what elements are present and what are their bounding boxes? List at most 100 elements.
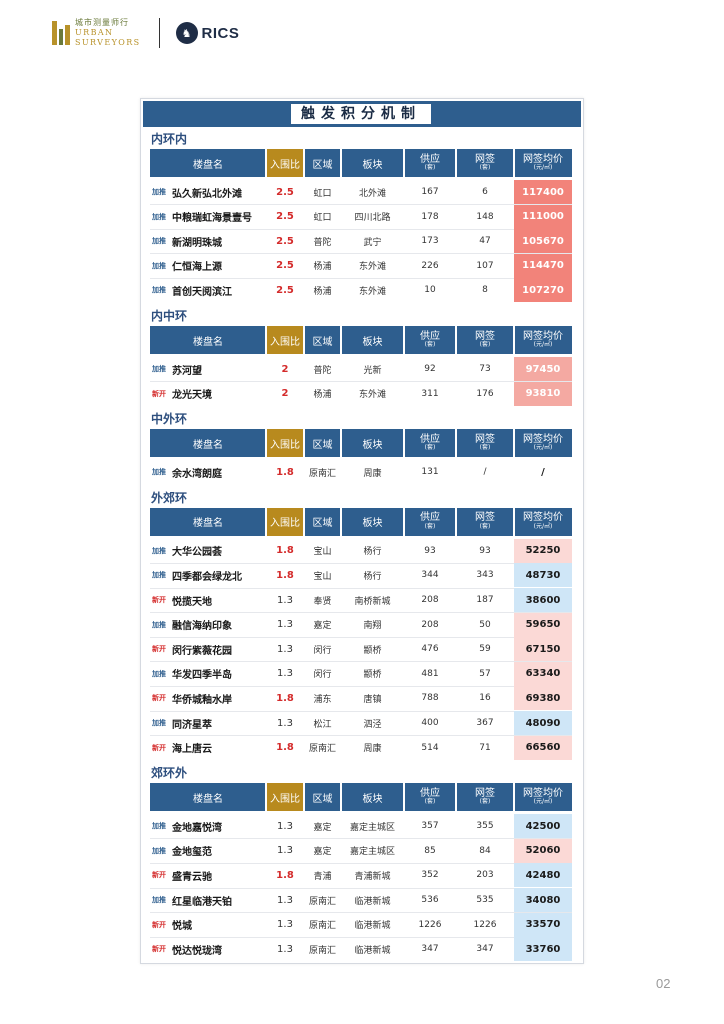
cell-ratio: 1.3: [277, 820, 293, 832]
row-divider: [150, 661, 572, 663]
cell-project: 加推 同济星萃: [150, 711, 266, 735]
cell-block: 东外滩: [358, 286, 386, 297]
cell-signed: 93: [479, 545, 491, 556]
header-separator: [265, 149, 267, 177]
column-header-unit: (元/㎡): [533, 341, 553, 349]
logo-divider: [158, 18, 160, 48]
header-separator: [340, 507, 342, 536]
column-header-label: 入围比: [270, 793, 300, 805]
table-header-row: 楼盘名 入围比 区域 板块 供应 (套) 网签 (套) 网签均价 (元/㎡): [150, 149, 572, 177]
cell-supply: 167: [421, 187, 439, 197]
column-header-block: 板块: [341, 783, 404, 811]
cell-signed: 1226: [473, 919, 497, 930]
cell-signed: 73: [479, 364, 491, 374]
table-row: 加推 融信海纳印象 1.3 嘉定 南翔 208 50 59650: [150, 612, 572, 637]
table-row: 加推 中粮瑞虹海景壹号 2.5 虹口 四川北路 178 148 111000: [150, 204, 572, 229]
cell-ratio: 1.3: [277, 619, 293, 631]
cell-project: 新开 海上唐云: [150, 736, 266, 760]
table-row: 加推 苏河望 2 普陀 光新 92 73 97450: [150, 357, 572, 381]
cell-ratio: 1.3: [277, 894, 293, 906]
cell-ratio: 1.3: [277, 943, 293, 955]
cell-ratio: 1.8: [276, 545, 294, 557]
column-header-supply: 供应 (套): [404, 429, 456, 457]
cell-district: 松江: [313, 719, 332, 730]
cell-ratio: 1.3: [277, 919, 293, 931]
cell-block: 颛桥: [363, 645, 382, 656]
column-header-signed: 网签 (套): [456, 783, 514, 811]
table-row: 加推 四季都会绿龙北 1.8 宝山 杨行 344 343 48730: [150, 563, 572, 588]
cell-block: 青浦新城: [354, 871, 391, 882]
cell-supply: 226: [421, 260, 439, 271]
column-header-district: 区域: [304, 149, 341, 177]
cell-district: 宝山: [313, 547, 332, 558]
cell-district: 青浦: [313, 871, 332, 882]
column-header-signed: 网签 (套): [456, 429, 514, 457]
column-header-label: 网签: [475, 433, 495, 445]
cell-supply: 131: [421, 467, 439, 478]
table-header-row: 楼盘名 入围比 区域 板块 供应 (套) 网签 (套) 网签均价 (元/㎡): [150, 429, 572, 458]
cell-project: 加推 新湖明珠城: [150, 229, 266, 253]
row-divider: [150, 228, 572, 230]
column-header-unit: (套): [479, 522, 491, 530]
cell-ratio: 2: [281, 363, 289, 375]
column-header-label: 网签均价: [523, 512, 563, 524]
table-header-row: 楼盘名 入围比 区域 板块 供应 (套) 网签 (套) 网签均价 (元/㎡): [150, 326, 572, 354]
table-title: 触发积分机制: [291, 104, 431, 124]
project-name: 金地玺范: [172, 847, 212, 859]
table-row: 加推 同济星萃 1.3 松江 泗泾 400 367 48090: [150, 711, 572, 735]
column-header-district: 区域: [304, 508, 341, 536]
table-row: 新开 盛青云驰 1.8 青浦 青浦新城 352 203 42480: [150, 863, 572, 888]
cell-project: 加推 首创天阅滨江: [150, 278, 266, 302]
cell-supply: 85: [424, 845, 436, 856]
column-header-supply: 供应 (套): [404, 149, 456, 177]
row-divider: [150, 587, 572, 589]
column-header-block: 板块: [341, 326, 404, 354]
cell-price: 67150: [514, 637, 572, 662]
row-divider: [150, 204, 572, 206]
table-row: 新开 闵行紫薇花园 1.3 闵行 颛桥 476 59 67150: [150, 637, 572, 662]
cell-district: 原南汇: [308, 744, 336, 755]
cell-price: 93810: [514, 381, 572, 406]
header-separator: [513, 783, 515, 812]
table-row: 加推 弘久新弘北外滩 2.5 虹口 北外滩 167 6 117400: [150, 180, 572, 204]
cell-district: 杨浦: [313, 286, 332, 297]
cell-district: 原南汇: [308, 896, 336, 907]
cell-supply: 1226: [418, 919, 442, 930]
project-name: 闵行紫薇花园: [172, 645, 232, 657]
cell-ratio: 2.5: [276, 284, 294, 296]
cell-block: 临港新城: [354, 896, 391, 907]
launch-type-tag: 新开: [152, 945, 166, 954]
table-header-row: 楼盘名 入围比 区域 板块 供应 (套) 网签 (套) 网签均价 (元/㎡): [150, 783, 572, 812]
row-divider: [150, 936, 572, 938]
cell-project: 新开 龙光天境: [150, 382, 266, 406]
cell-district: 杨浦: [313, 390, 332, 401]
cell-price: 48730: [514, 563, 572, 588]
column-header-name: 楼盘名: [150, 149, 266, 177]
cell-ratio: 1.8: [276, 466, 294, 478]
project-name: 海上唐云: [172, 744, 212, 756]
cell-block: 东外滩: [358, 262, 386, 273]
column-header-label: 楼盘名: [193, 159, 223, 171]
column-header-name: 楼盘名: [150, 783, 266, 811]
header-separator: [455, 783, 457, 812]
launch-type-tag: 新开: [152, 694, 166, 703]
cell-project: 加推 金地嘉悦湾: [150, 814, 266, 838]
header-separator: [303, 429, 305, 458]
urban-surveyors-logo: 城市测量师行 URBAN SURVEYORS: [75, 19, 141, 47]
header-separator: [265, 326, 267, 354]
cell-project: 新开 闵行紫薇花园: [150, 637, 266, 661]
launch-type-tag: 加推: [152, 669, 166, 678]
column-header-label: 供应: [420, 153, 440, 165]
cell-signed: 535: [476, 895, 494, 905]
cell-ratio: 1.8: [276, 692, 294, 704]
header-separator: [340, 326, 342, 354]
launch-type-tag: 新开: [152, 871, 166, 880]
project-name: 龙光天境: [172, 390, 212, 402]
column-header-unit: (元/㎡): [533, 164, 553, 172]
header-separator: [303, 783, 305, 812]
project-name: 弘久新弘北外滩: [172, 188, 242, 200]
table-row: 加推 金地嘉悦湾 1.3 嘉定 嘉定主城区 357 355 42500: [150, 814, 572, 839]
cell-price: 107270: [514, 278, 572, 303]
cell-signed: 187: [476, 595, 494, 605]
column-header-supply: 供应 (套): [404, 508, 456, 536]
